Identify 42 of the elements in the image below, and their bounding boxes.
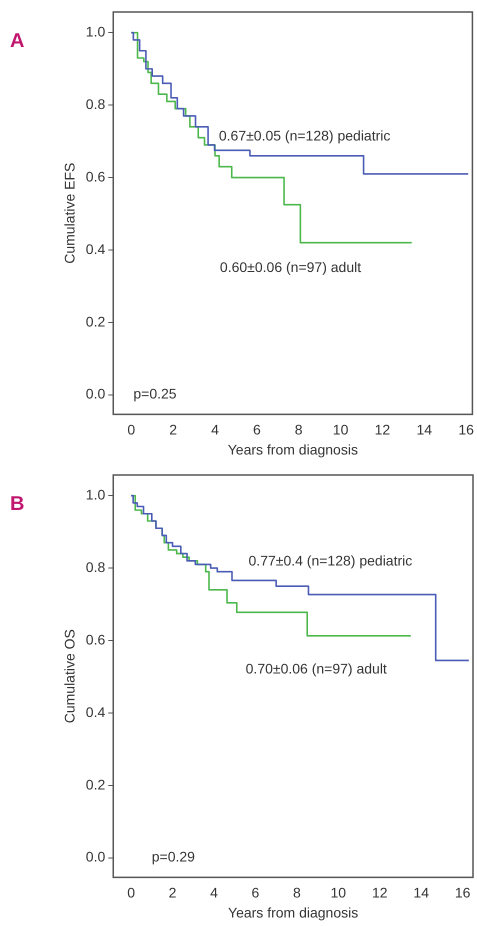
x-tick-label: 0 [127,884,136,901]
x-tick-label: 8 [294,422,303,438]
x-tick-label: 2 [169,422,178,438]
annotation: 0.77±0.4 (n=128) pediatric [248,552,412,568]
x-tick-label: 4 [210,884,218,901]
y-tick-label: 0.2 [86,313,106,330]
annotation: 0.60±0.06 (n=97) adult [220,258,362,275]
y-tick-label: 0.6 [86,168,106,184]
y-tick-label: 1.0 [86,486,106,503]
annotation: p=0.25 [133,386,177,402]
text: A [10,30,24,53]
y-tick-label: 0.4 [86,240,106,257]
x-tick-label: 12 [372,884,388,901]
x-tick-label: 12 [374,422,390,438]
x-axis-title: Years from diagnosis [228,441,358,458]
x-tick-label: 4 [211,422,220,438]
x-tick-label: 8 [292,884,301,901]
y-axis-title: Cumulative OS [61,629,78,724]
y-tick-label: 0.6 [86,631,106,648]
y-tick-label: 0.8 [86,96,106,112]
x-tick-label: 10 [330,884,346,901]
y-tick-label: 0.2 [86,776,106,792]
x-tick-label: 6 [252,422,261,438]
y-tick-label: 0.4 [86,704,106,720]
annotation: 0.67±0.05 (n=128) pediatric [218,128,390,144]
annotation: 0.70±0.06 (n=97) adult [246,660,387,677]
annotation: p=0.29 [152,848,196,865]
x-tick-label: 14 [413,884,430,901]
y-tick-label: 1.0 [86,24,106,40]
x-tick-label: 14 [416,422,432,438]
x-tick-label: 0 [127,422,136,438]
y-tick-label: 0.0 [86,848,106,865]
text: B [10,493,24,516]
x-tick-label: 10 [332,422,349,438]
x-tick-label: 2 [168,884,177,901]
x-tick-label: 6 [252,884,260,901]
y-tick-label: 0.0 [86,386,106,402]
y-axis-title: Cumulative EFS [61,162,78,264]
x-axis-title: Years from diagnosis [228,904,358,920]
x-tick-label: 16 [454,884,471,901]
y-tick-label: 0.8 [86,558,106,575]
x-tick-label: 16 [458,422,474,438]
